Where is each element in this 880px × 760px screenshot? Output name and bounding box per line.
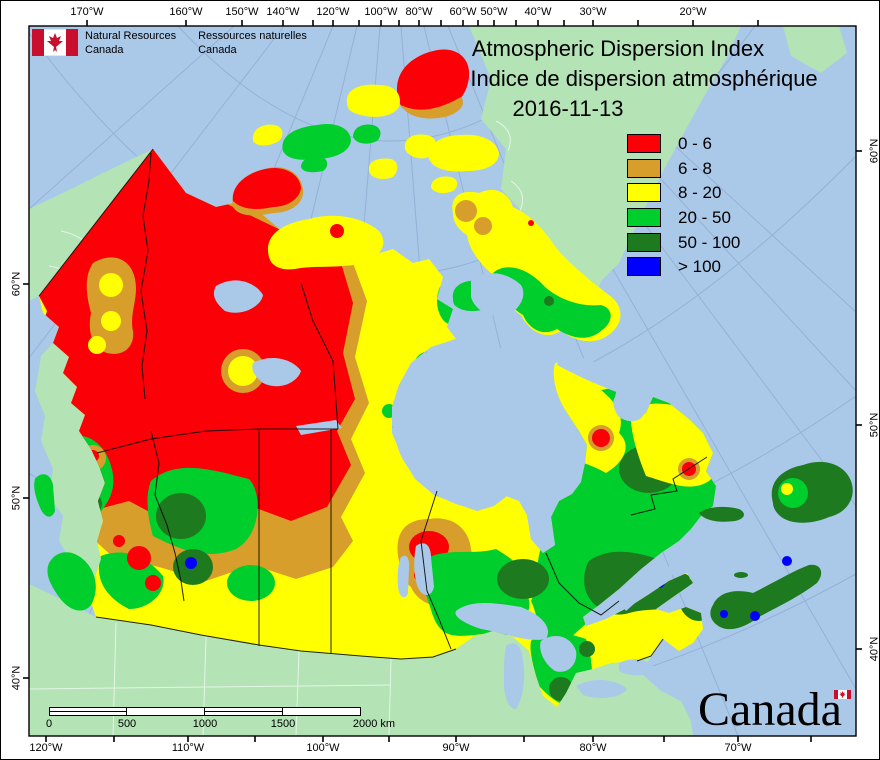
legend-swatch [627, 183, 661, 202]
foxe-basin [471, 273, 524, 317]
map-frame [28, 25, 857, 737]
legend-item: 20 - 50 [627, 208, 731, 227]
haida-gwaii [34, 474, 55, 517]
newfoundland [771, 461, 853, 523]
legend-item: 50 - 100 [627, 233, 740, 252]
scale-label: 1500 [270, 718, 296, 730]
nova-scotia [710, 564, 822, 630]
legend-swatch [627, 257, 661, 276]
st-lawrence-river [619, 549, 703, 611]
legend-label: 6 - 8 [678, 158, 713, 178]
legend-label: 50 - 100 [678, 232, 741, 252]
map-date: 2016-11-13 [512, 96, 624, 121]
great-bear-lake [213, 280, 263, 313]
borders [38, 148, 708, 662]
scale-label: 1000 [192, 718, 218, 730]
hudson-bay [393, 339, 586, 553]
water-bodies [213, 273, 703, 709]
canada-wordmark: Canada [698, 683, 842, 736]
axis-label: 80°W [579, 742, 607, 754]
axis-label: 50°N [868, 412, 880, 438]
alaska [29, 149, 153, 301]
ungava-bay [613, 393, 645, 422]
lake-michigan [503, 643, 525, 709]
map-title-en: Atmospheric Dispersion Index [471, 36, 765, 61]
logo-text-fr: Ressources naturelles Canada [198, 30, 307, 56]
scale-segment [127, 707, 205, 716]
lake-ontario [619, 659, 655, 676]
canada-flag-icon [32, 29, 78, 56]
legend-label: 8 - 20 [678, 182, 722, 202]
legend-item: 0 - 6 [627, 134, 712, 153]
map-title-fr: Indice de dispersion atmosphérique [470, 66, 818, 91]
scale-segment [283, 707, 361, 716]
lake-superior [455, 603, 549, 640]
pei [734, 572, 748, 578]
axis-ticks [23, 20, 862, 742]
melville-island [282, 123, 351, 160]
vancouver-island [47, 552, 96, 611]
axis-label: 40°W [524, 6, 552, 18]
scale-label: 500 [117, 718, 137, 730]
axis-label: 70°W [724, 742, 752, 754]
axis-label: 40°N [868, 636, 880, 662]
lake-athabasca [296, 420, 342, 435]
hudson-strait [557, 353, 642, 398]
great-slave-lake [252, 357, 301, 387]
nrcan-logo: Natural Resources Canada Ressources natu… [32, 29, 329, 57]
legend-swatch [627, 159, 661, 178]
axis-label: 120°W [316, 6, 350, 18]
axis-label: 110°W [171, 742, 205, 754]
legend-label: > 100 [678, 256, 722, 276]
axis-label: 50°W [480, 6, 508, 18]
scale-segment [49, 707, 127, 716]
victoria-island [267, 215, 384, 270]
legend-label: 20 - 50 [678, 207, 731, 227]
legend-item: 8 - 20 [627, 183, 721, 202]
alaska-panhandle [35, 343, 105, 597]
lake-huron [540, 636, 577, 672]
ellesmere-island [397, 49, 470, 115]
legend-item: 6 - 8 [627, 159, 712, 178]
anticosti-island [699, 506, 744, 522]
lake-erie [576, 679, 627, 698]
legend-label: 0 - 6 [678, 133, 713, 153]
axis-label: 100°W [364, 6, 398, 18]
axis-label: 150°W [225, 6, 259, 18]
axis-label: 60°N [868, 138, 880, 164]
axis-label: 140°W [266, 6, 300, 18]
scale-bar: 0 500 1000 1500 2000 km [46, 707, 395, 730]
devon-island [428, 134, 499, 172]
legend-swatch [627, 233, 661, 252]
axis-label: 40°N [10, 665, 23, 691]
map-viewport [29, 26, 856, 736]
greenland-east [783, 26, 847, 73]
axis-label: 90°W [442, 742, 470, 754]
axis-label: 100°W [306, 742, 340, 754]
islands [34, 49, 853, 630]
legend-swatch [627, 134, 661, 153]
canada-wordmark-flag-icon [834, 690, 851, 699]
legend-swatch [627, 208, 661, 227]
scale-segment [205, 707, 283, 716]
axis-label: 160°W [169, 6, 203, 18]
axis-label: 60°N [10, 271, 23, 297]
scale-end-label: 2000 km [352, 718, 396, 730]
legend-item: > 100 [627, 257, 721, 276]
axis-label: 170°W [70, 6, 104, 18]
axis-label: 30°W [579, 6, 607, 18]
axis-label: 20°W [679, 6, 707, 18]
axis-label: 120°W [29, 742, 63, 754]
scale-label: 0 [45, 718, 53, 730]
usa [29, 584, 693, 736]
logo-text-en: Natural Resources Canada [85, 30, 177, 56]
axis-label: 50°N [10, 485, 23, 511]
axis-label: 80°W [405, 6, 433, 18]
axis-label: 60°W [449, 6, 477, 18]
baffin-island [452, 189, 621, 342]
